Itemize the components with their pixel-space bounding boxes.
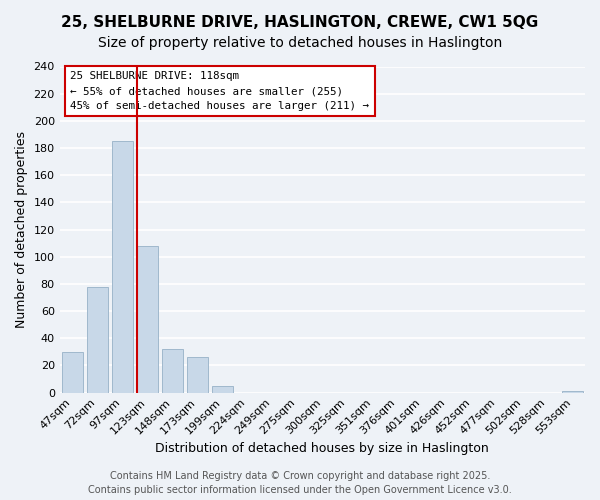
Bar (86, 286, 108, 393)
Bar (562, 391, 583, 392)
Bar (112, 141, 133, 393)
Y-axis label: Number of detached properties: Number of detached properties (15, 131, 28, 328)
Bar (62, 352, 83, 393)
Bar (161, 349, 183, 393)
Text: Size of property relative to detached houses in Haslington: Size of property relative to detached ho… (98, 36, 502, 50)
Text: Contains HM Land Registry data © Crown copyright and database right 2025.
Contai: Contains HM Land Registry data © Crown c… (88, 471, 512, 495)
Bar (187, 358, 208, 392)
X-axis label: Distribution of detached houses by size in Haslington: Distribution of detached houses by size … (155, 442, 489, 455)
Text: 25 SHELBURNE DRIVE: 118sqm
← 55% of detached houses are smaller (255)
45% of sem: 25 SHELBURNE DRIVE: 118sqm ← 55% of deta… (70, 72, 369, 111)
Text: 25, SHELBURNE DRIVE, HASLINGTON, CREWE, CW1 5QG: 25, SHELBURNE DRIVE, HASLINGTON, CREWE, … (61, 15, 539, 30)
Bar (137, 246, 158, 392)
Bar (212, 386, 233, 392)
